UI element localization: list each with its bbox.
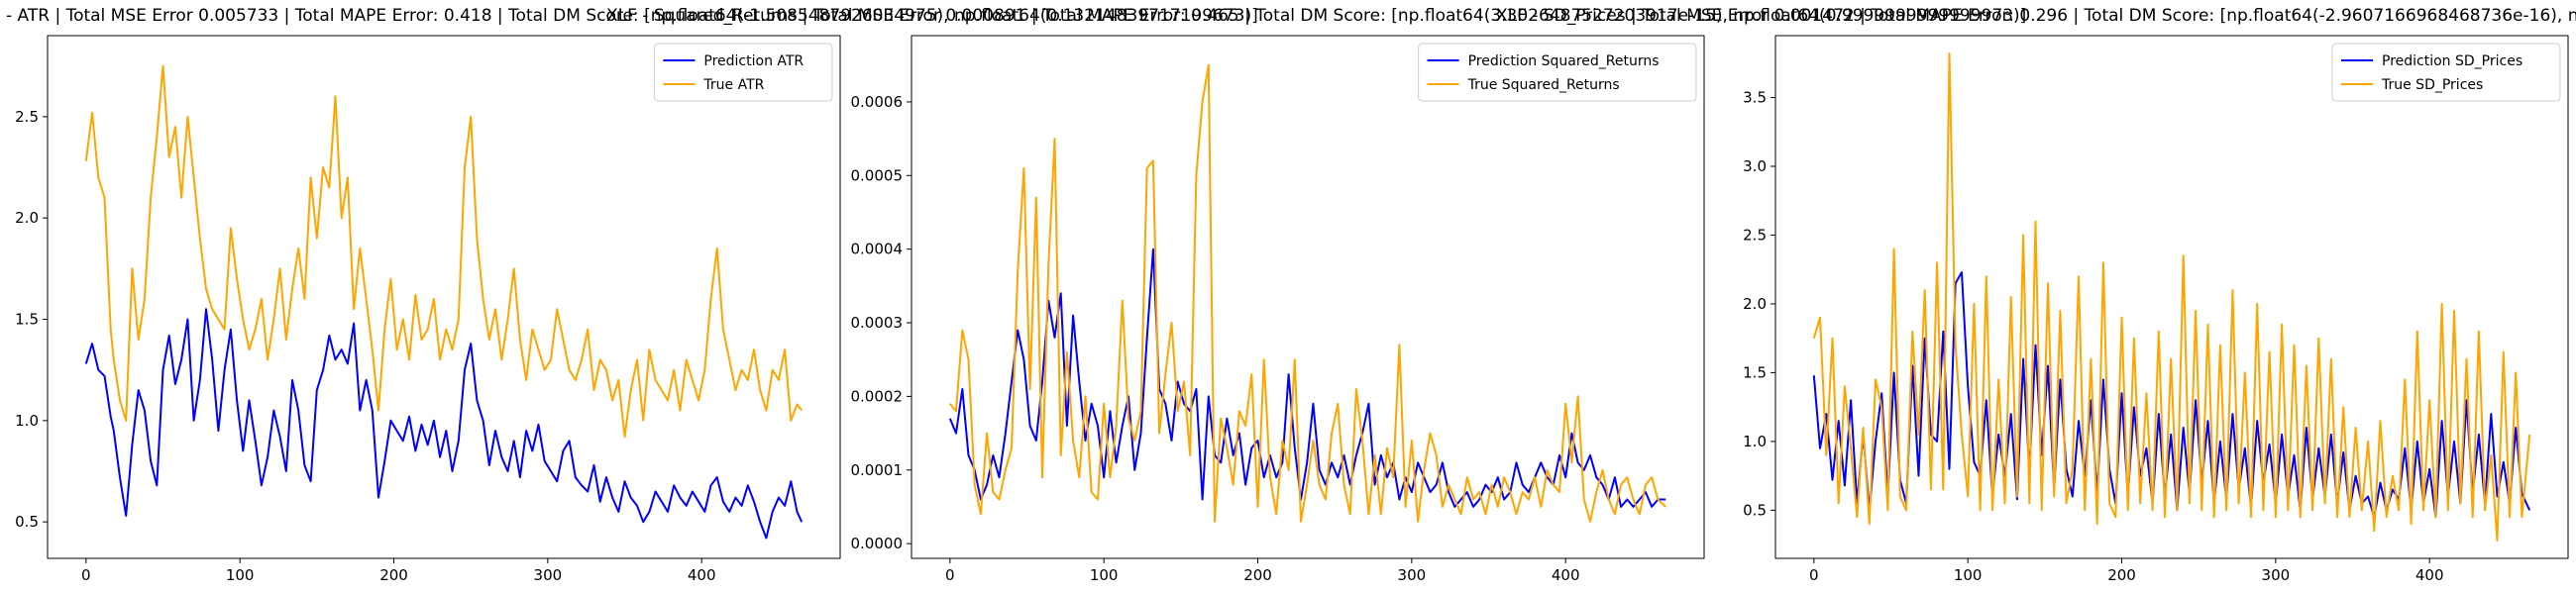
subplot-1-legend-box <box>653 43 833 102</box>
subplot-2-title: XLF - Squared_Returns | Total MSE Error … <box>606 6 2027 26</box>
subplot-3-ytick-label: 2.5 <box>1743 226 1767 244</box>
subplot-2-legend-label: Prediction Squared_Returns <box>1468 53 1660 69</box>
subplot-3-legend-box <box>2331 43 2561 102</box>
subplot-2-ytick-label: 0.0006 <box>851 93 904 111</box>
subplot-3-legend-label: True SD_Prices <box>2381 77 2483 93</box>
subplot-1-axes-frame <box>47 35 841 559</box>
subplot-2-xtick-label: 300 <box>1398 566 1427 584</box>
subplot-2-axes-frame <box>911 35 1705 559</box>
subplot-1-ytick-label: 2.0 <box>15 209 39 227</box>
subplot-2-ytick-label: 0.0004 <box>851 241 904 258</box>
subplot-3-ytick-label: 3.5 <box>1743 89 1767 107</box>
subplot-2-xtick-label: 200 <box>1243 566 1272 584</box>
subplot-1-ytick-label: 1.0 <box>15 412 39 430</box>
subplot-1-ytick-label: 2.5 <box>15 108 39 126</box>
subplot-1-series-prediction-line <box>84 308 804 540</box>
subplot-1-legend-label: Prediction ATR <box>703 53 804 69</box>
subplot-1-legend-label: True ATR <box>702 77 764 93</box>
subplot-3-ytick-label: 0.5 <box>1743 501 1767 519</box>
subplot-2-series-true-line <box>949 63 1666 523</box>
subplot-3-xtick-label: 300 <box>2262 566 2291 584</box>
subplot-1-ytick-label: 0.5 <box>15 513 39 531</box>
subplot-1-ytick-label: 1.5 <box>15 311 39 329</box>
subplot-1-xtick-label: 300 <box>534 566 563 584</box>
subplot-1-xtick-label: 400 <box>688 566 716 584</box>
subplot-3-xtick-label: 0 <box>1809 566 1819 584</box>
subplot-2-ytick-label: 0.0001 <box>851 461 904 479</box>
subplot-1-xtick-label: 0 <box>81 566 91 584</box>
subplot-1-xtick-label: 100 <box>226 566 255 584</box>
subplot-2-ytick-label: 0.0000 <box>851 535 904 552</box>
subplot-3-xtick-label: 400 <box>2415 566 2444 584</box>
subplot-3-ytick-label: 1.0 <box>1743 433 1767 450</box>
subplot-3-axes-frame <box>1774 35 2569 559</box>
subplot-3-xtick-label: 100 <box>1954 566 1983 584</box>
subplot-3-xtick-label: 200 <box>2107 566 2136 584</box>
subplot-3-legend-label: Prediction SD_Prices <box>2382 53 2522 69</box>
subplot-2-xtick-label: 400 <box>1552 566 1580 584</box>
subplot-2-legend-label: True Squared_Returns <box>1467 77 1620 93</box>
subplot-3-ytick-label: 3.0 <box>1743 157 1767 175</box>
subplot-1-xtick-label: 200 <box>379 566 408 584</box>
subplot-3-ytick-label: 2.0 <box>1743 295 1767 313</box>
subplot-2-xtick-label: 100 <box>1090 566 1119 584</box>
subplot-2-ytick-label: 0.0002 <box>851 387 904 405</box>
subplot-2-xtick-label: 0 <box>945 566 955 584</box>
subplot-2-legend-box <box>1418 43 1697 102</box>
subplot-3-title: XLF - SD_Prices | Total MSE Error 0.0014… <box>1496 6 2576 26</box>
subplot-2-ytick-label: 0.0005 <box>851 166 904 184</box>
subplot-3-ytick-label: 1.5 <box>1743 363 1767 381</box>
subplot-2-ytick-label: 0.0003 <box>851 314 904 332</box>
subplot-1-title: - ATR | Total MSE Error 0.005733 | Total… <box>6 6 1258 26</box>
subplot-1-series-true-line <box>84 64 803 439</box>
subplot-3-series-true-line <box>1812 52 2531 542</box>
